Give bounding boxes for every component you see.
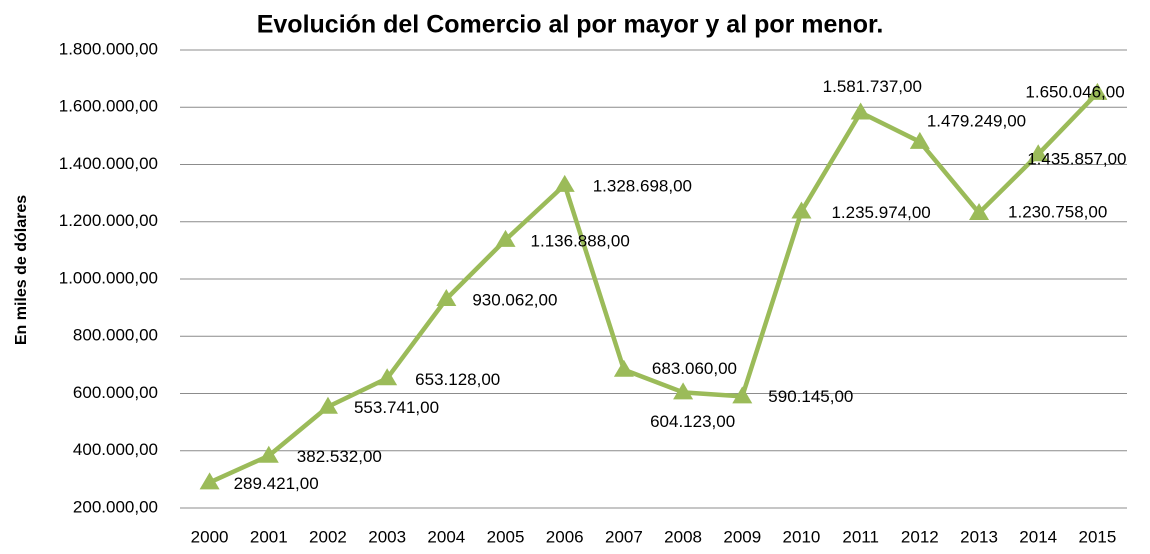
data-marker <box>554 174 575 192</box>
x-tick-label: 2010 <box>783 527 821 546</box>
data-marker <box>850 102 871 120</box>
x-tick-label: 2000 <box>191 527 229 546</box>
x-tick-label: 2009 <box>723 527 761 546</box>
data-marker <box>495 229 516 247</box>
y-tick-label: 1.000.000,00 <box>59 268 158 287</box>
data-marker <box>436 289 457 307</box>
data-marker <box>1028 144 1049 162</box>
data-label: 382.532,00 <box>297 447 382 466</box>
x-tick-label: 2002 <box>309 527 347 546</box>
x-tick-label: 2012 <box>901 527 939 546</box>
data-marker <box>969 202 990 220</box>
data-marker <box>199 472 220 490</box>
x-tick-label: 2005 <box>487 527 525 546</box>
x-tick-label: 2015 <box>1078 527 1116 546</box>
x-tick-label: 2011 <box>842 527 879 546</box>
data-label: 1.136.888,00 <box>531 231 630 250</box>
chart-title: Evolución del Comercio al por mayor y al… <box>257 11 884 39</box>
data-marker <box>673 382 694 400</box>
y-tick-label: 1.600.000,00 <box>59 97 158 116</box>
data-label: 683.060,00 <box>652 359 737 378</box>
data-label: 1.328.698,00 <box>593 176 692 195</box>
data-label: 289.421,00 <box>234 474 319 493</box>
y-axis-title: En miles de dólares <box>13 195 30 345</box>
data-label: 1.479.249,00 <box>927 111 1026 130</box>
data-label: 604.123,00 <box>650 412 735 431</box>
data-marker <box>909 131 930 149</box>
data-marker <box>1087 82 1108 100</box>
x-tick-label: 2013 <box>960 527 998 546</box>
y-tick-label: 600.000,00 <box>73 383 158 402</box>
x-tick-label: 2014 <box>1019 527 1057 546</box>
x-tick-label: 2007 <box>605 527 643 546</box>
data-label: 1.235.974,00 <box>831 203 930 222</box>
data-label: 1.435.857,00 <box>1027 150 1126 169</box>
x-tick-label: 2003 <box>368 527 406 546</box>
data-label: 930.062,00 <box>472 291 557 310</box>
y-tick-label: 200.000,00 <box>73 497 158 516</box>
data-marker <box>317 396 338 414</box>
data-label: 590.145,00 <box>768 387 853 406</box>
y-tick-label: 1.800.000,00 <box>59 39 158 58</box>
data-label: 1.650.046,00 <box>1025 82 1124 101</box>
x-tick-label: 2008 <box>664 527 702 546</box>
data-label: 1.230.758,00 <box>1008 202 1107 221</box>
data-marker <box>732 386 753 404</box>
x-tick-label: 2004 <box>427 527 465 546</box>
y-tick-label: 800.000,00 <box>73 326 158 345</box>
data-label: 553.741,00 <box>354 398 439 417</box>
data-line <box>208 91 1100 485</box>
data-marker <box>258 445 279 463</box>
data-marker <box>613 359 634 377</box>
data-label: 1.581.737,00 <box>823 77 922 96</box>
x-tick-label: 2006 <box>546 527 584 546</box>
y-tick-label: 1.400.000,00 <box>59 154 158 173</box>
data-marker <box>791 201 812 219</box>
data-marker <box>377 368 398 386</box>
y-tick-label: 1.200.000,00 <box>59 211 158 230</box>
y-tick-label: 400.000,00 <box>73 440 158 459</box>
data-label: 653.128,00 <box>415 370 500 389</box>
x-tick-label: 2001 <box>250 527 288 546</box>
